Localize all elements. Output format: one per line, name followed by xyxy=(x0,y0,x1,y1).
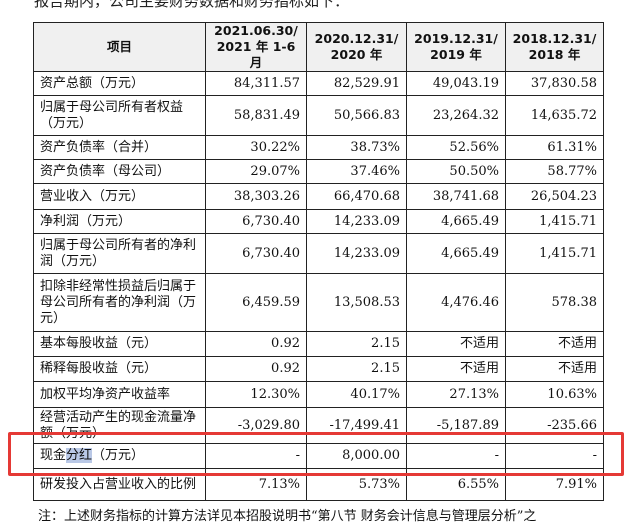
row-value: 14,233.09 xyxy=(306,233,407,274)
row-value: 50,566.83 xyxy=(306,95,407,136)
row-label: 现金分红（万元） xyxy=(33,443,206,469)
row-value: 38.73% xyxy=(306,135,407,160)
row-value: 38,741.68 xyxy=(406,183,506,210)
row-label: 研发投入占营业收入的比例 xyxy=(33,468,206,501)
row-value: 52.56% xyxy=(406,135,506,160)
row-value: 6.55% xyxy=(406,468,506,501)
table-row: 资产总额（万元） 84,311.57 82,529.91 49,043.19 37,83… xyxy=(33,71,604,96)
row-value: -5,187.89 xyxy=(406,407,506,444)
row-value: - xyxy=(205,443,307,469)
row-value: 不适用 xyxy=(505,356,604,382)
table-row: 资产负债率（合并） 30.22% 38.73% 52.56% 61.31% xyxy=(33,135,604,160)
row-value: 50.50% xyxy=(406,159,506,184)
table-row: 扣除非经常性损益后归属于母公司所有者的净利润（万元） 6,459.59 13,508… xyxy=(33,273,604,332)
row-value: 37.46% xyxy=(306,159,407,184)
selected-text: 分红 xyxy=(66,448,93,463)
row-value: 82,529.91 xyxy=(306,71,407,96)
row-value: 1,415.71 xyxy=(505,209,604,234)
row-value: 0.92 xyxy=(205,331,307,357)
row-label: 经营活动产生的现金流量净额（万元） xyxy=(33,407,206,444)
table-header-row: 项目 2021.06.30/2021 年 1-6 月 2020.12.31/20… xyxy=(33,22,604,72)
row-value: 61.31% xyxy=(505,135,604,160)
row-value: 不适用 xyxy=(505,331,604,357)
footnote: 注：上述财务指标的计算方法详见本招股说明书“第八节 财务会计信息与管理层分析”之 xyxy=(38,509,537,524)
row-value: 38,303.26 xyxy=(205,183,307,210)
row-label: 扣除非经常性损益后归属于母公司所有者的净利润（万元） xyxy=(33,273,206,332)
row-value: 14,233.09 xyxy=(306,209,407,234)
table-row: 营业收入（万元） 38,303.26 66,470.68 38,741.68 26,50… xyxy=(33,183,604,210)
row-label: 营业收入（万元） xyxy=(33,183,206,210)
row-value: 29.07% xyxy=(205,159,307,184)
row-value: 2.15 xyxy=(306,331,407,357)
row-value: 10.63% xyxy=(505,381,604,408)
row-value: - xyxy=(505,443,604,469)
row-value: 40.17% xyxy=(306,381,407,408)
row-value: - xyxy=(406,443,506,469)
row-value: 7.91% xyxy=(505,468,604,501)
table-row: 资产负债率（母公司） 29.07% 37.46% 50.50% 58.77% xyxy=(33,159,604,184)
table-row: 经营活动产生的现金流量净额（万元） -3,029.80 -17,499.41 -5,1… xyxy=(33,407,604,444)
row-value: 不适用 xyxy=(406,356,506,382)
row-value: 6,730.40 xyxy=(205,233,307,274)
row-value: 578.38 xyxy=(505,273,604,332)
row-value: 6,730.40 xyxy=(205,209,307,234)
header-2021h1: 2021.06.30/2021 年 1-6 月 xyxy=(205,22,307,72)
row-label: 资产总额（万元） xyxy=(33,71,206,96)
row-label: 资产负债率（母公司） xyxy=(33,159,206,184)
intro-text: 报告期内，公司主要财务数据和财务指标如下： xyxy=(34,0,350,10)
row-value: 58,831.49 xyxy=(205,95,307,136)
row-value: 6,459.59 xyxy=(205,273,307,332)
row-label: 基本每股收益（元） xyxy=(33,331,206,357)
row-label: 净利润（万元） xyxy=(33,209,206,234)
row-value: 0.92 xyxy=(205,356,307,382)
row-value: 12.30% xyxy=(205,381,307,408)
row-value: 23,264.32 xyxy=(406,95,506,136)
table-row: 现金分红（万元） -8,000.00- - xyxy=(33,443,604,469)
row-label: 稀释每股收益（元） xyxy=(33,356,206,382)
table-row: 归属于母公司所有者的净利润（万元） 6,730.40 14,233.09 4,665.… xyxy=(33,233,604,274)
row-value: 27.13% xyxy=(406,381,506,408)
row-value: 4,476.46 xyxy=(406,273,506,332)
row-value: 不适用 xyxy=(406,331,506,357)
row-value: 4,665.49 xyxy=(406,209,506,234)
table-row: 基本每股收益（元） 0.92 2.15 不适用 不适用 xyxy=(33,331,604,357)
row-label: 加权平均净资产收益率 xyxy=(33,381,206,408)
label-part: （万元） xyxy=(92,448,145,463)
row-value: 13,508.53 xyxy=(306,273,407,332)
row-value: 66,470.68 xyxy=(306,183,407,210)
table-row: 研发投入占营业收入的比例 7.13% 5.73% 6.55% 7.91% xyxy=(33,468,604,501)
row-value: 30.22% xyxy=(205,135,307,160)
row-value: 49,043.19 xyxy=(406,71,506,96)
row-value: 84,311.57 xyxy=(205,71,307,96)
row-label: 归属于母公司所有者的净利润（万元） xyxy=(33,233,206,274)
label-part: 现金 xyxy=(40,448,67,463)
row-value: 7.13% xyxy=(205,468,307,501)
header-item: 项目 xyxy=(33,22,206,72)
row-value: 37,830.58 xyxy=(505,71,604,96)
row-value: 58.77% xyxy=(505,159,604,184)
row-label: 资产负债率（合并） xyxy=(33,135,206,160)
row-label: 归属于母公司所有者权益（万元） xyxy=(33,95,206,136)
row-value: -235.66 xyxy=(505,407,604,444)
row-value: 14,635.72 xyxy=(505,95,604,136)
row-value: 4,665.49 xyxy=(406,233,506,274)
table-row: 归属于母公司所有者权益（万元） 58,831.49 50,566.83 23,264.… xyxy=(33,95,604,136)
row-value: 2.15 xyxy=(306,356,407,382)
row-value: -3,029.80 xyxy=(205,407,307,444)
header-2020: 2020.12.31/2020 年 xyxy=(306,22,407,72)
row-value: 8,000.00 xyxy=(306,443,407,469)
row-value: -17,499.41 xyxy=(306,407,407,444)
financial-data-table: 项目 2021.06.30/2021 年 1-6 月 2020.12.31/20… xyxy=(33,22,604,501)
table-row: 稀释每股收益（元） 0.92 2.15 不适用 不适用 xyxy=(33,356,604,382)
table-row: 加权平均净资产收益率 12.30% 40.17% 27.13% 10.63% xyxy=(33,381,604,408)
header-2019: 2019.12.31/2019 年 xyxy=(406,22,506,72)
header-2018: 2018.12.31/2018 年 xyxy=(505,22,604,72)
row-value: 1,415.71 xyxy=(505,233,604,274)
table-row: 净利润（万元） 6,730.40 14,233.09 4,665.49 1,415.71 xyxy=(33,209,604,234)
row-value: 5.73% xyxy=(306,468,407,501)
row-value: 26,504.23 xyxy=(505,183,604,210)
